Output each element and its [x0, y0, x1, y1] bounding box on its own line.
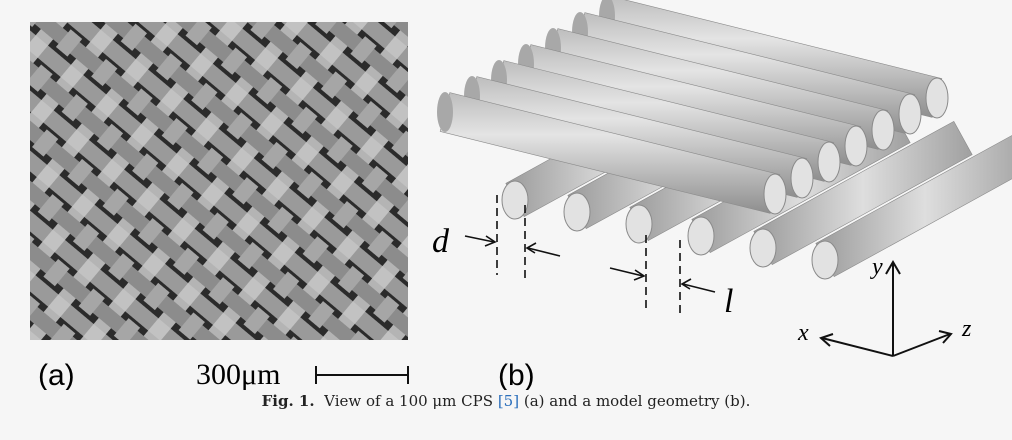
axis-label: x	[797, 320, 809, 346]
cylinder-end	[437, 92, 453, 132]
figure-number: Fig. 1.	[262, 392, 315, 410]
panel-label: (a)	[38, 359, 75, 390]
sem-image	[30, 22, 408, 340]
cylinder-end	[688, 217, 714, 255]
axes-icon	[821, 262, 951, 356]
cylinder-end	[872, 110, 894, 150]
scale-bar-label: 300μm	[196, 358, 280, 390]
cylinder-end	[818, 142, 840, 182]
panel-label: (b)	[498, 359, 535, 390]
axis-label: z	[961, 316, 972, 342]
scale-bar	[316, 366, 408, 384]
cylinder-end	[926, 78, 948, 118]
cylinder-end	[502, 181, 528, 219]
cylinder-end	[564, 193, 590, 231]
reference-link[interactable]: [5]	[498, 392, 519, 410]
cylinder-end	[899, 94, 921, 134]
cylinder-end	[845, 126, 867, 166]
cylinder-end	[812, 241, 838, 279]
axis-label: y	[870, 254, 883, 280]
figure: (a) 300μm (b) d l y x z	[0, 0, 1012, 390]
figure-page: (a) 300μm (b) d l y x z Fig. 1. View of …	[0, 0, 1012, 440]
caption-text: (a) and a model geometry (b).	[524, 392, 751, 410]
cylinder-end	[626, 205, 652, 243]
caption-text: View of a 100 μm CPS	[324, 392, 493, 410]
cylinder-end	[791, 158, 813, 198]
cylinder-end	[764, 174, 786, 214]
dimension-label: d	[432, 223, 450, 260]
caption: Fig. 1. View of a 100 μm CPS [5] (a) and…	[0, 392, 1012, 410]
dimension-label: l	[724, 283, 733, 320]
cylinder-end	[750, 229, 776, 267]
cylinder-model	[437, 0, 1012, 279]
